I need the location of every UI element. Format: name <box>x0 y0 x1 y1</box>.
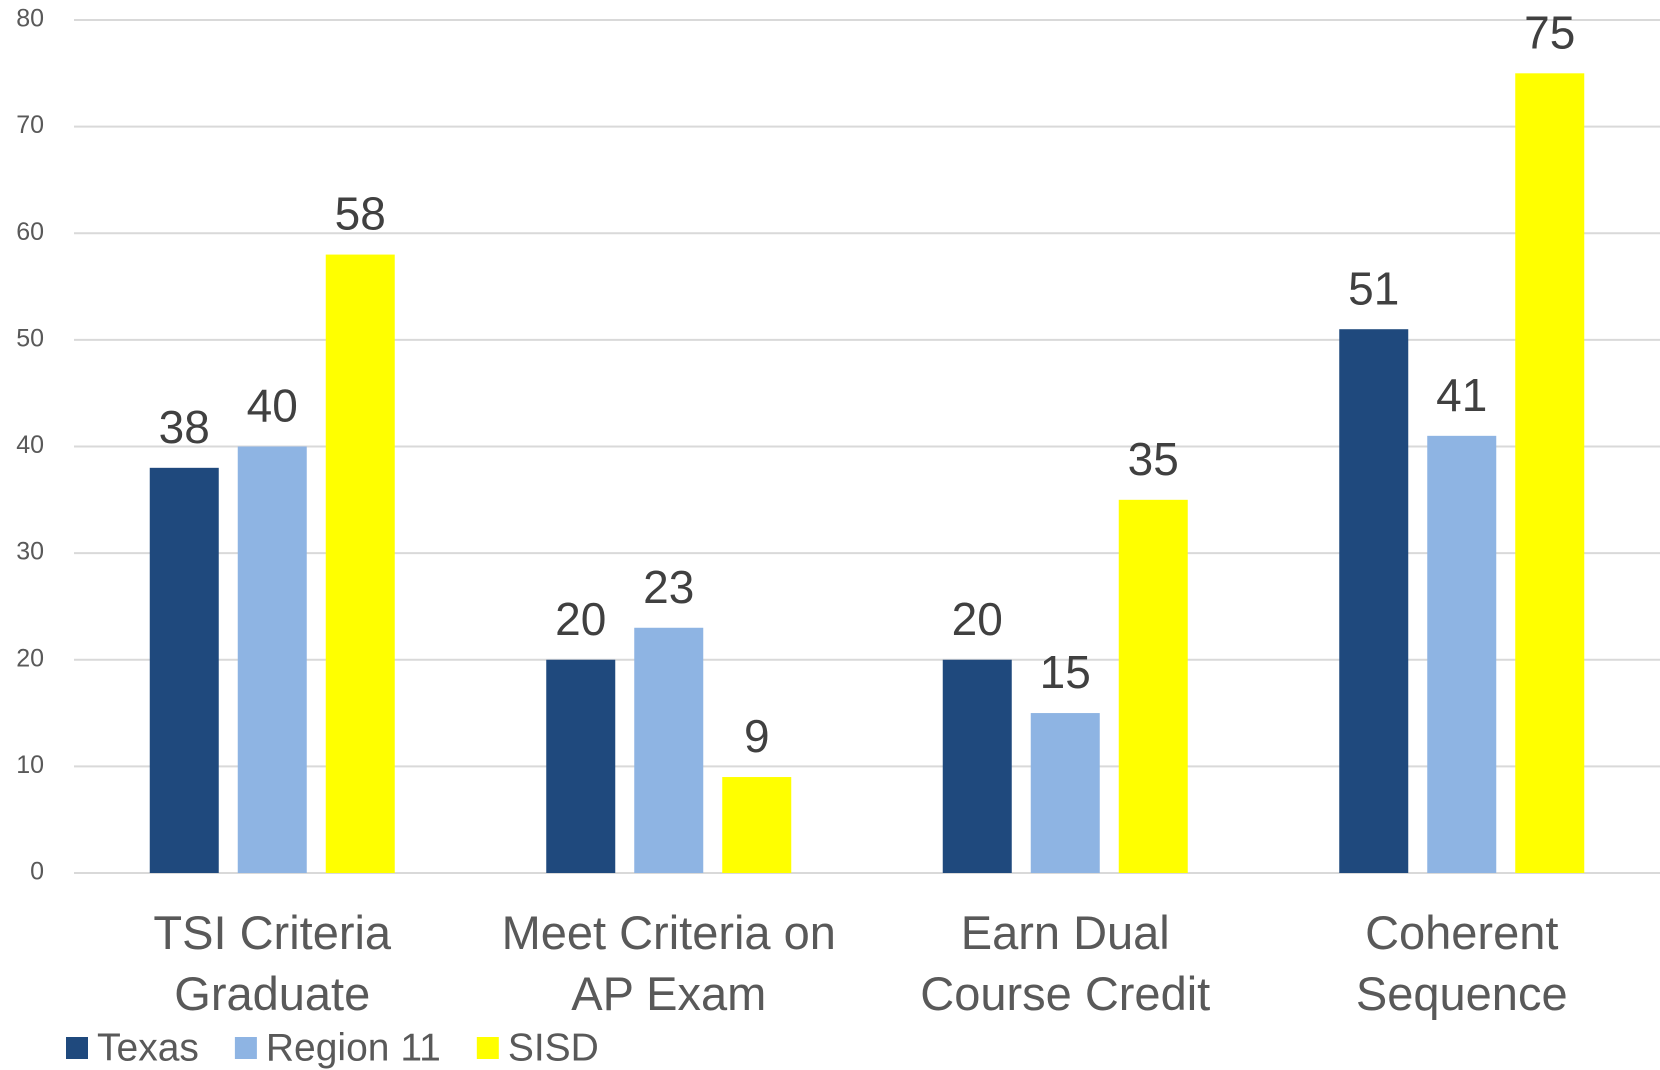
x-tick-label-line: Meet Criteria on <box>502 906 836 959</box>
value-label: 51 <box>1348 262 1399 314</box>
value-label: 15 <box>1040 646 1091 698</box>
legend-label: Region 11 <box>266 1026 441 1069</box>
legend-swatch <box>66 1037 88 1059</box>
bar <box>634 627 704 873</box>
x-tick-label: TSI Criteria Graduate <box>153 906 392 1020</box>
y-tick-label: 0 <box>30 858 44 886</box>
y-tick-label: 20 <box>16 644 44 672</box>
value-label: 35 <box>1128 433 1179 485</box>
x-tick-label-line: Sequence <box>1356 967 1568 1020</box>
bar <box>1118 499 1188 873</box>
y-tick-label: 70 <box>16 111 44 139</box>
x-tick-label: Meet Criteria on AP Exam <box>502 906 836 1020</box>
y-tick-label: 10 <box>16 751 44 779</box>
value-label: 38 <box>159 401 210 453</box>
x-tick-label-line: Earn Dual <box>961 906 1170 959</box>
x-tick-label-line: TSI Criteria <box>153 906 392 959</box>
value-label: 40 <box>247 380 298 432</box>
value-label: 75 <box>1524 6 1575 58</box>
legend-label: Texas <box>97 1026 199 1069</box>
bar <box>1515 73 1585 873</box>
y-tick-label: 30 <box>16 538 44 566</box>
x-tick-label-line: Coherent <box>1365 906 1558 959</box>
value-label: 20 <box>555 593 606 645</box>
value-label: 20 <box>952 593 1003 645</box>
bar <box>1427 435 1497 873</box>
value-label: 41 <box>1436 369 1487 421</box>
y-tick-label: 40 <box>16 431 44 459</box>
x-tick-label-line: Graduate <box>174 967 370 1020</box>
x-tick-label-line: AP Exam <box>571 967 766 1020</box>
value-label: 58 <box>335 188 386 240</box>
y-tick-label: 50 <box>16 324 44 352</box>
value-label: 9 <box>744 710 770 762</box>
bar <box>1030 713 1100 873</box>
y-tick-label: 80 <box>16 5 44 33</box>
value-label: 23 <box>643 561 694 613</box>
y-tick-label: 60 <box>16 218 44 246</box>
bar <box>325 254 395 873</box>
bar <box>546 659 616 873</box>
legend-swatch <box>234 1037 257 1059</box>
bar <box>237 446 307 873</box>
bar <box>722 777 792 873</box>
bar <box>149 467 219 873</box>
legend-label: SISD <box>508 1026 599 1069</box>
bar <box>942 659 1012 873</box>
x-tick-label: Earn Dual Course Credit <box>920 906 1210 1020</box>
legend-swatch <box>476 1037 499 1059</box>
x-tick-label-line: Course Credit <box>920 967 1210 1020</box>
x-tick-label: Coherent Sequence <box>1356 906 1568 1020</box>
bar <box>1339 329 1409 873</box>
